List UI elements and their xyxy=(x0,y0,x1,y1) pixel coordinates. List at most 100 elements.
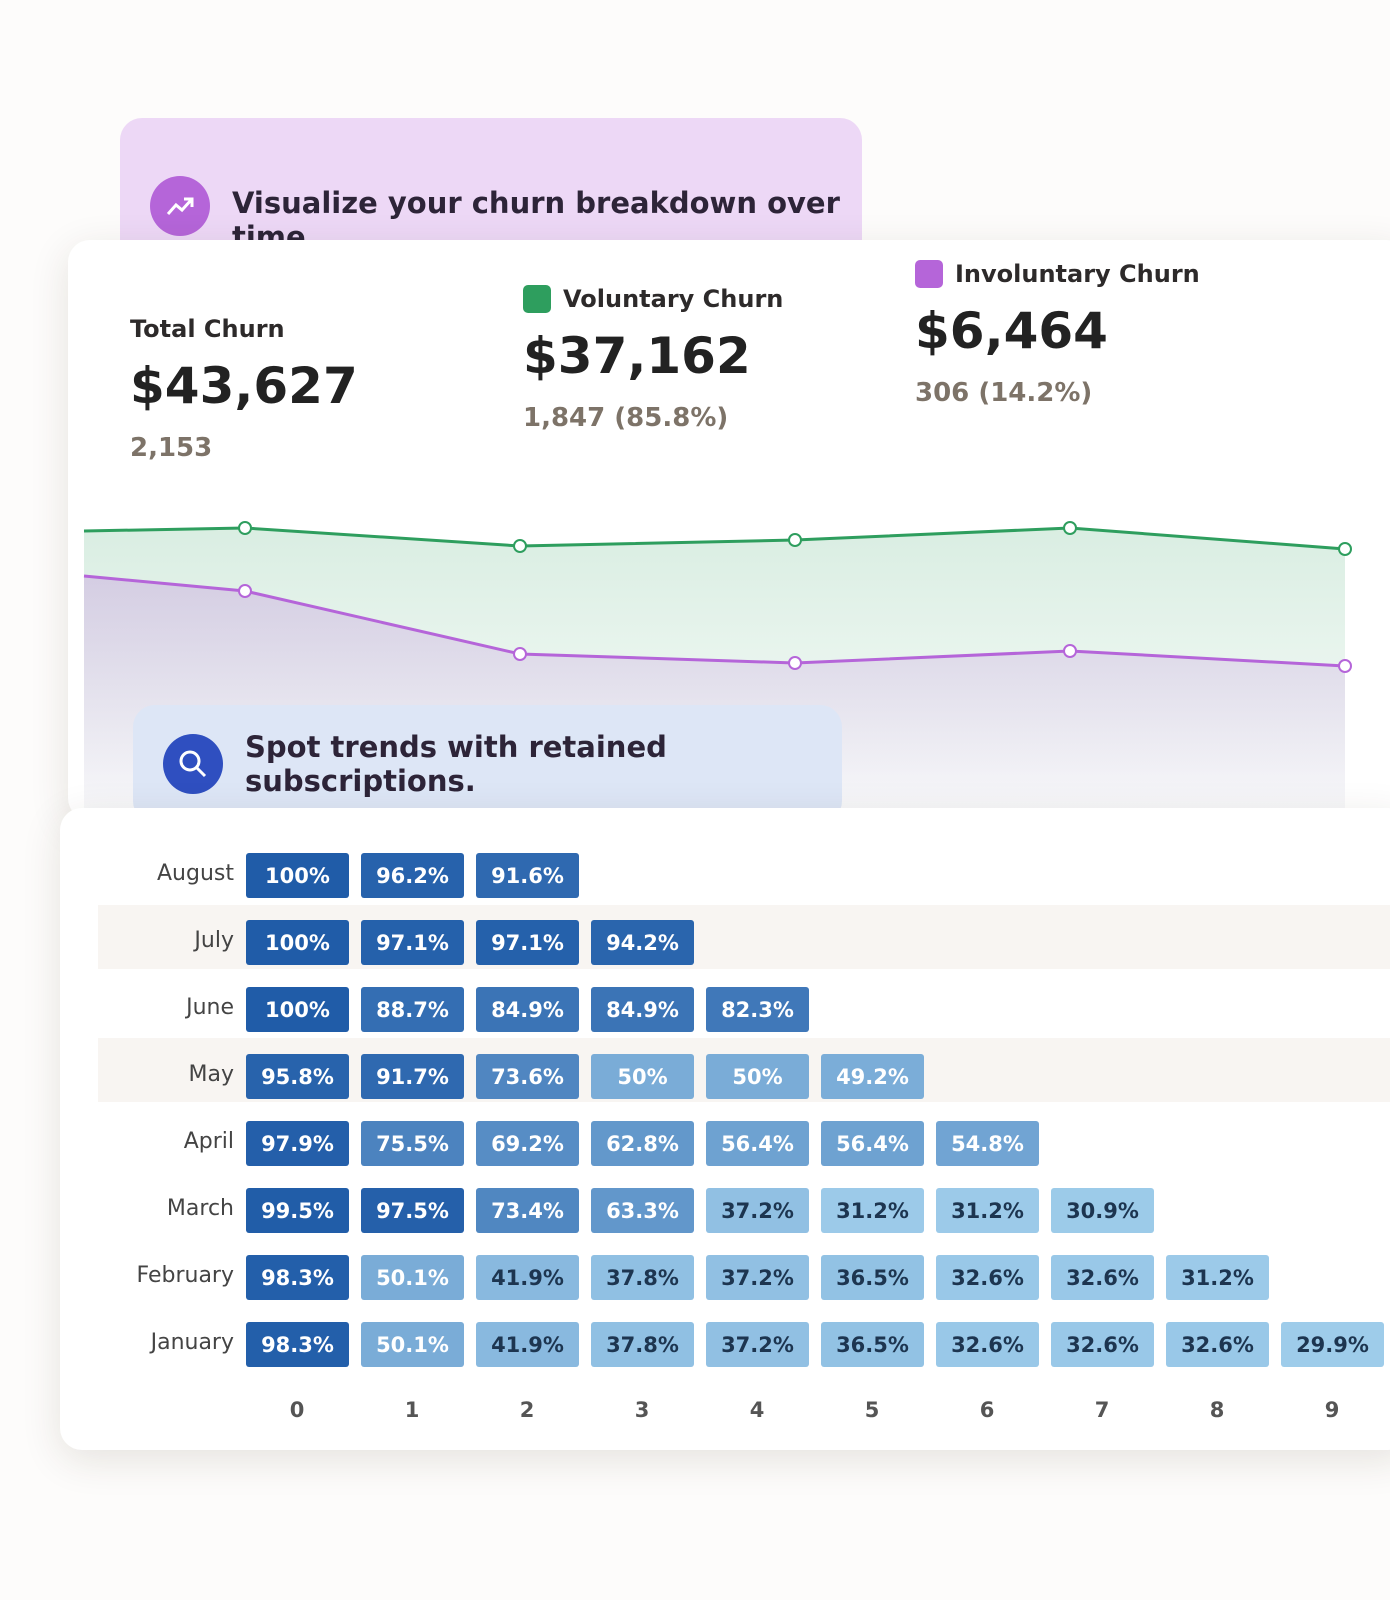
cohort-cell: 37.2% xyxy=(706,1255,809,1300)
cohort-cell: 29.9% xyxy=(1281,1322,1384,1367)
kpi-label: Voluntary Churn xyxy=(563,285,784,313)
cohort-cell: 97.9% xyxy=(246,1121,349,1166)
column-label: 3 xyxy=(634,1398,650,1422)
cohort-cell: 95.8% xyxy=(246,1054,349,1099)
cohort-cell: 73.4% xyxy=(476,1188,579,1233)
column-label: 9 xyxy=(1324,1398,1340,1422)
column-label: 8 xyxy=(1209,1398,1225,1422)
cohort-cell: 99.5% xyxy=(246,1188,349,1233)
cohort-cell: 32.6% xyxy=(1051,1255,1154,1300)
cohort-cell: 36.5% xyxy=(821,1322,924,1367)
cohort-cell: 50.1% xyxy=(361,1322,464,1367)
cohort-cell: 30.9% xyxy=(1051,1188,1154,1233)
line xyxy=(83,574,1346,668)
cohort-cell: 88.7% xyxy=(361,987,464,1032)
row-label: April xyxy=(183,1129,234,1154)
voluntary-kpi: Voluntary Churn $37,162 1,847 (85.8%) xyxy=(523,285,783,433)
cohort-cell: 75.5% xyxy=(361,1121,464,1166)
point xyxy=(788,656,802,670)
kpi-count: 306 (14.2%) xyxy=(915,378,1093,408)
cohort-cell: 91.6% xyxy=(476,853,579,898)
row-label: August xyxy=(157,861,234,886)
cohort-cell: 50% xyxy=(706,1054,809,1099)
row-label: May xyxy=(188,1062,234,1087)
cohort-card: August 100% 96.2% 91.6% July 100% 97.1% 97.1% 94… xyxy=(60,808,1390,1450)
cohort-cell: 94.2% xyxy=(591,920,694,965)
cohort-cell: 50% xyxy=(591,1054,694,1099)
cohort-cell: 37.2% xyxy=(706,1322,809,1367)
point xyxy=(513,647,527,661)
kpi-count: 1,847 (85.8%) xyxy=(523,403,729,433)
cohort-cell: 63.3% xyxy=(591,1188,694,1233)
column-label: 4 xyxy=(749,1398,765,1422)
cohort-cell: 100% xyxy=(246,853,349,898)
row-label: February xyxy=(136,1263,235,1288)
search-icon-glyph xyxy=(179,750,207,778)
cohort-cell: 37.8% xyxy=(591,1255,694,1300)
cohort-cell: 32.6% xyxy=(936,1255,1039,1300)
point xyxy=(1063,644,1077,658)
cohort-cell: 32.6% xyxy=(1051,1322,1154,1367)
retention-banner: Spot trends with retained subscriptions. xyxy=(133,705,842,823)
kpi-count: 2,153 xyxy=(130,433,213,463)
cohort-cell: 98.3% xyxy=(246,1255,349,1300)
kpi-value: $43,627 xyxy=(130,357,358,415)
trend-icon xyxy=(150,176,210,236)
kpi-value: $6,464 xyxy=(915,302,1108,360)
column-label: 1 xyxy=(404,1398,420,1422)
cohort-cell: 62.8% xyxy=(591,1121,694,1166)
cohort-cell: 73.6% xyxy=(476,1054,579,1099)
cohort-cell: 96.2% xyxy=(361,853,464,898)
cohort-cell: 100% xyxy=(246,987,349,1032)
trend-icon-glyph xyxy=(166,197,194,215)
search-icon xyxy=(163,734,223,794)
legend-swatch xyxy=(523,285,551,313)
row-label: June xyxy=(186,995,234,1020)
cohort-cell: 31.2% xyxy=(936,1188,1039,1233)
banner-text: Spot trends with retained subscriptions. xyxy=(245,730,667,798)
cohort-cell: 36.5% xyxy=(821,1255,924,1300)
total-kpi: Total Churn $43,627 2,153 xyxy=(130,315,358,463)
row-label: July xyxy=(194,928,234,953)
cohort-cell: 82.3% xyxy=(706,987,809,1032)
point xyxy=(788,533,802,547)
cohort-cell: 49.2% xyxy=(821,1054,924,1099)
legend-swatch xyxy=(915,260,943,288)
involuntary-kpi: Involuntary Churn $6,464 306 (14.2%) xyxy=(915,260,1200,408)
column-label: 2 xyxy=(519,1398,535,1422)
column-label: 0 xyxy=(289,1398,305,1422)
cohort-cell: 97.1% xyxy=(476,920,579,965)
cohort-cell: 97.5% xyxy=(361,1188,464,1233)
cohort-cell: 37.8% xyxy=(591,1322,694,1367)
point xyxy=(238,521,252,535)
cohort-cell: 69.2% xyxy=(476,1121,579,1166)
row-label: March xyxy=(166,1196,234,1221)
kpi-label: Total Churn xyxy=(130,315,285,343)
cohort-cell: 37.2% xyxy=(706,1188,809,1233)
column-label: 7 xyxy=(1094,1398,1110,1422)
point xyxy=(1338,659,1352,673)
cohort-cell: 98.3% xyxy=(246,1322,349,1367)
point xyxy=(1063,521,1077,535)
kpi-value: $37,162 xyxy=(523,327,751,385)
column-label: 5 xyxy=(864,1398,880,1422)
cohort-cell: 56.4% xyxy=(821,1121,924,1166)
cohort-cell: 91.7% xyxy=(361,1054,464,1099)
column-label: 6 xyxy=(979,1398,995,1422)
cohort-cell: 56.4% xyxy=(706,1121,809,1166)
cohort-cell: 31.2% xyxy=(821,1188,924,1233)
cohort-cell: 84.9% xyxy=(476,987,579,1032)
point xyxy=(238,584,252,598)
cohort-cell: 54.8% xyxy=(936,1121,1039,1166)
point xyxy=(513,539,527,553)
cohort-cell: 31.2% xyxy=(1166,1255,1269,1300)
cohort-cell: 41.9% xyxy=(476,1255,579,1300)
cohort-cell: 100% xyxy=(246,920,349,965)
line xyxy=(83,526,1346,551)
cohort-cell: 84.9% xyxy=(591,987,694,1032)
cohort-cell: 50.1% xyxy=(361,1255,464,1300)
cohort-cell: 41.9% xyxy=(476,1322,579,1367)
point xyxy=(1338,542,1352,556)
cohort-cell: 97.1% xyxy=(361,920,464,965)
